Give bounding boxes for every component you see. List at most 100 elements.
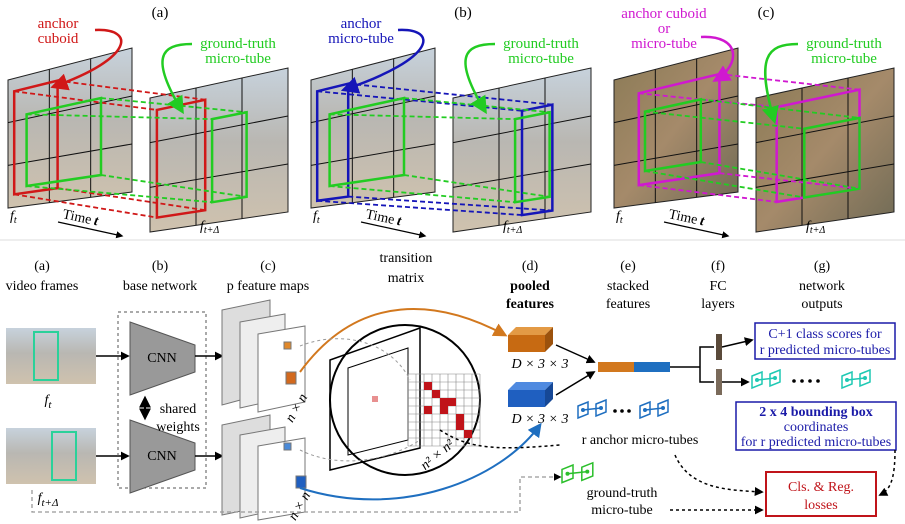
gt-label: micro-tube [811, 51, 877, 67]
micro-tube [643, 408, 647, 412]
output-label: C+1 class scores for [768, 327, 882, 342]
cnn-label: CNN [147, 449, 177, 464]
micro-tube [773, 376, 777, 380]
frame-sub: t+Δ [810, 225, 826, 236]
pooled-size: D × 3 × 3 [510, 412, 568, 427]
shared-label: shared [160, 402, 197, 417]
column-title: transition [380, 251, 433, 266]
anchor-arrow [50, 28, 123, 91]
dot [816, 379, 820, 383]
column-title: pooled [510, 279, 550, 294]
output-label: r predicted micro-tubes [760, 343, 891, 358]
micro-tube [661, 406, 665, 410]
column-title: p feature maps [227, 279, 309, 294]
frame-label: ft [616, 209, 623, 226]
box [637, 72, 721, 187]
pool-arrow [299, 308, 508, 373]
gt-arrow [31, 473, 562, 513]
gt-label: micro-tube [508, 51, 574, 67]
tube-edge [348, 82, 553, 106]
tube-edge [26, 113, 213, 121]
transition-matrix [329, 324, 481, 476]
frame-label: ft [45, 393, 53, 411]
arrow [721, 337, 754, 348]
tube-edge [644, 110, 805, 130]
gt-arrow [161, 42, 193, 115]
tube-edge [317, 90, 523, 112]
panel-label: (c) [758, 5, 775, 21]
box [520, 103, 554, 217]
fc-layer [716, 369, 722, 395]
loss-box [765, 471, 877, 517]
frame-grid [613, 143, 739, 166]
micro-tube [581, 461, 594, 482]
cnn-block [129, 419, 196, 494]
column-title: FC [709, 279, 726, 294]
micro-tube [756, 377, 776, 381]
column-letter: (f) [711, 259, 725, 274]
feature-maps [221, 299, 307, 521]
tube-edge [638, 184, 777, 203]
column-title: features [506, 297, 554, 312]
frame-base: f [200, 219, 206, 234]
column-letter: (e) [620, 259, 636, 274]
tube-edge [57, 187, 206, 212]
fc-layer [716, 334, 722, 360]
tube-edge [317, 199, 523, 216]
frame-base: f [313, 209, 319, 224]
column-letter: (g) [814, 259, 831, 274]
frame-base: f [10, 209, 16, 224]
box-output-box [735, 401, 897, 451]
frame-base: f [503, 219, 509, 234]
micro-tube [644, 407, 664, 411]
time-text: Time [667, 207, 699, 228]
micro-tube [581, 408, 585, 412]
guide [299, 439, 421, 462]
time-label: Timet [364, 207, 403, 229]
matrix-cell [440, 398, 448, 406]
micro-tube [585, 469, 590, 474]
dot [792, 379, 796, 383]
time-label: Timet [61, 207, 100, 229]
cnn-label: CNN [147, 351, 177, 366]
time-arrow [57, 221, 124, 239]
micro-tube [561, 463, 574, 484]
gt-tube-label: micro-tube [591, 503, 652, 518]
tube-edge [14, 193, 158, 219]
micro-tube [582, 407, 602, 411]
column-title: matrix [388, 271, 425, 286]
output-label: coordinates [784, 420, 849, 435]
time-text: Time [364, 207, 396, 228]
arrow [670, 346, 714, 383]
gt-arrow [464, 42, 496, 115]
frame-label: ft+Δ [503, 219, 522, 236]
column-letter: (d) [522, 259, 539, 274]
pooled-size: D × 3 × 3 [510, 357, 568, 372]
anchor-label: micro-tube [328, 31, 394, 47]
stacked-feature [598, 362, 634, 372]
frame-base: f [806, 219, 812, 234]
matrix-cell [440, 406, 448, 414]
anchor-tubes-label: r anchor micro-tubes [582, 433, 699, 448]
loss-arrow [878, 449, 896, 496]
micro-tube [859, 368, 871, 388]
gt-box [33, 331, 59, 381]
box [803, 116, 861, 199]
anchor-label: anchor [341, 16, 382, 32]
micro-tube [863, 376, 867, 380]
column-letter: (a) [34, 259, 50, 274]
time-label: Timet [667, 207, 706, 229]
frame-base: f [616, 209, 622, 224]
frame-sub: t [317, 215, 320, 226]
frame-grid [310, 143, 436, 166]
video-frame [6, 328, 96, 384]
shared-label: weights [156, 420, 200, 435]
dot [613, 409, 617, 413]
time-arrow [360, 221, 427, 239]
box [513, 110, 551, 204]
frame-grid [149, 163, 289, 188]
panel-label: (a) [152, 5, 169, 21]
box [12, 79, 59, 196]
